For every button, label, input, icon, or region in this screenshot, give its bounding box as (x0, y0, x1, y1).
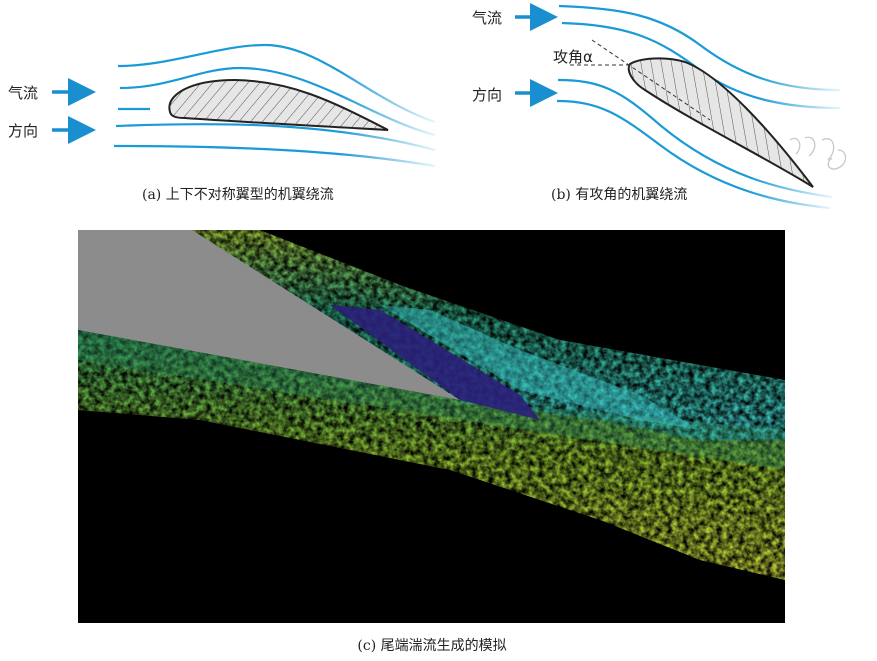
label-airflow: 气流 (8, 84, 38, 102)
airfoil-trailing-edge (78, 230, 460, 400)
wake-core (330, 305, 540, 420)
caption-a: (a) 上下不对称翼型的机翼绕流 (142, 187, 334, 203)
vortex-swirls (789, 136, 847, 170)
lower-surface-layer (78, 330, 785, 470)
streamline (113, 144, 436, 168)
streamline (119, 66, 436, 137)
caption-b: (b) 有攻角的机翼绕流 (551, 187, 687, 203)
panel-b: 气流 方向 攻角α (b) 有攻角的机翼绕流 (472, 3, 847, 210)
caption-c: (c) 尾端湍流生成的模拟 (357, 638, 506, 654)
panel-a: 气流 方向 (a) 上下不对称翼型的机翼绕流 (8, 43, 436, 203)
streamline (117, 43, 436, 124)
label-direction: 方向 (8, 122, 38, 140)
lower-turbulence-band (78, 330, 785, 580)
airfoil (168, 78, 389, 131)
streamline (558, 4, 841, 92)
angle-of-attack-label: 攻角α (553, 48, 593, 66)
label-direction: 方向 (472, 86, 502, 104)
upper-turbulence-band (190, 230, 785, 440)
airfoil (627, 57, 814, 188)
chord-line (591, 39, 711, 121)
panel-c-simulation: (c) 尾端湍流生成的模拟 (78, 230, 785, 654)
streamline (557, 78, 833, 199)
label-airflow: 气流 (472, 9, 502, 27)
streamline (556, 99, 831, 210)
streamline (115, 123, 436, 152)
wake-cyan (380, 305, 700, 430)
